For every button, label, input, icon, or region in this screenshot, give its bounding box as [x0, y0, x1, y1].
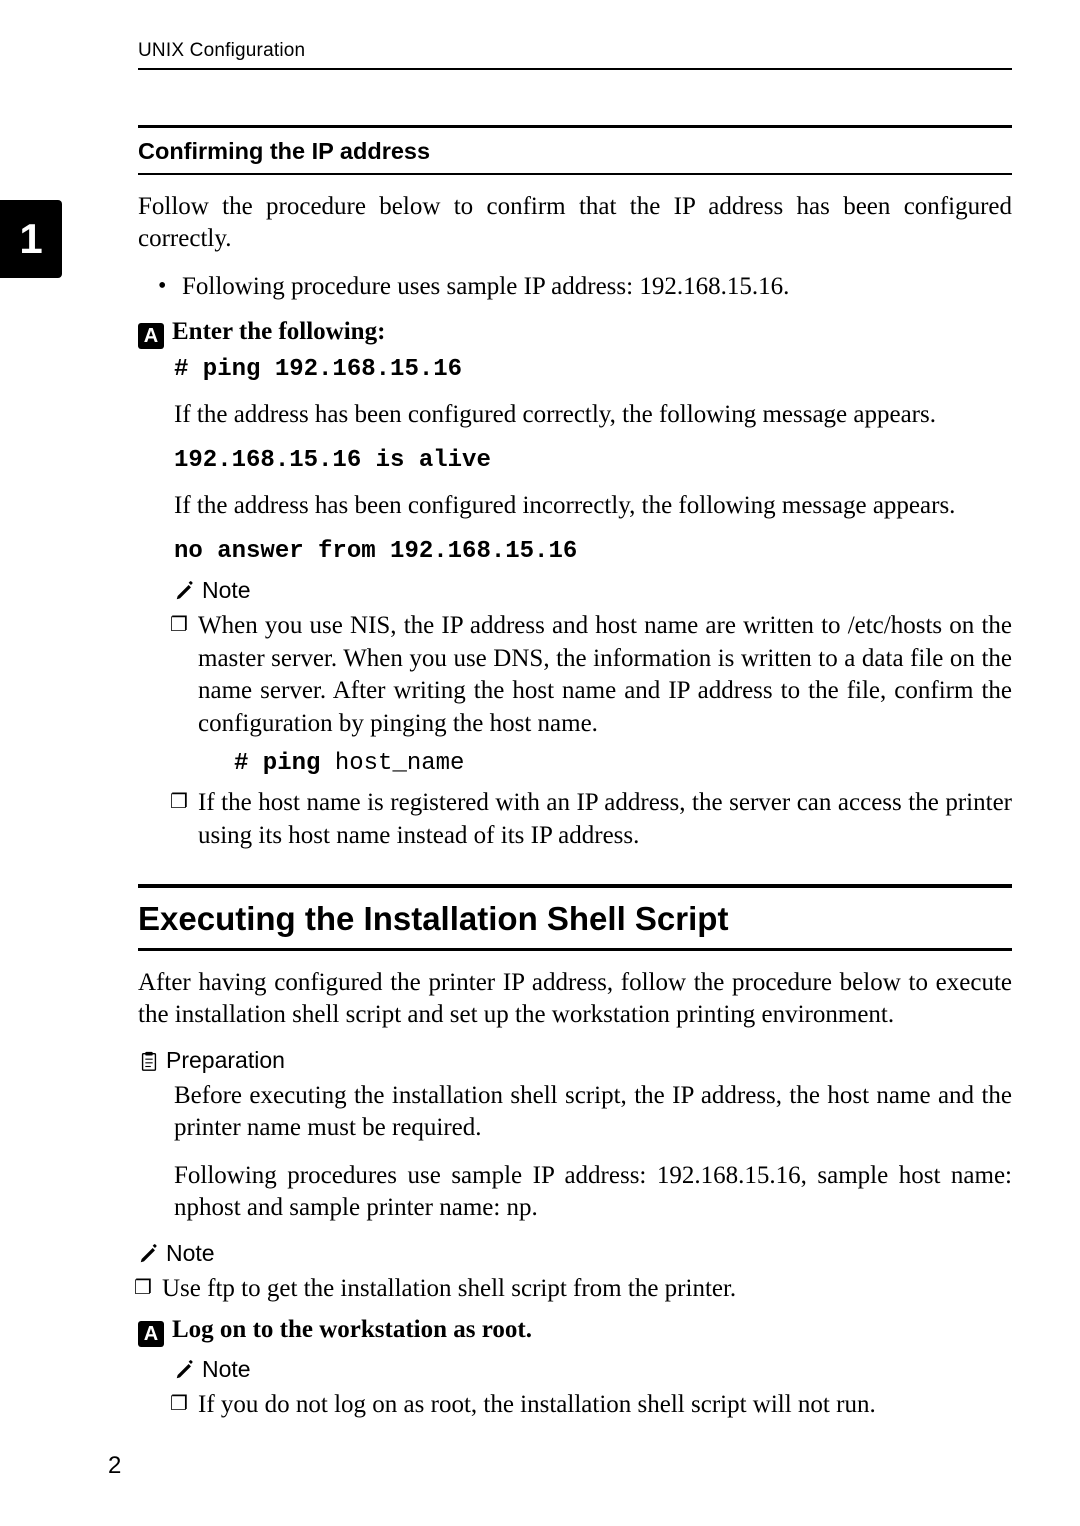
- command-ping-host: # ping host_name: [234, 750, 1012, 777]
- header-divider: [138, 68, 1012, 70]
- clipboard-icon: [138, 1050, 160, 1072]
- footer-page-number: 2: [108, 1452, 121, 1480]
- note-item: When you use NIS, the IP address and hos…: [174, 610, 1012, 740]
- note-items: When you use NIS, the IP address and hos…: [174, 610, 1012, 852]
- step-badge: A: [138, 323, 164, 349]
- note-items: If you do not log on as root, the instal…: [174, 1389, 1012, 1422]
- note-label: Note: [166, 1240, 215, 1267]
- step-badge: A: [138, 1321, 164, 1347]
- step-text: Enter the following:: [172, 318, 385, 346]
- note-label: Note: [202, 577, 251, 604]
- preparation-body: Before executing the installation shell …: [174, 1080, 1012, 1224]
- bad-text: If the address has been configured incor…: [174, 490, 1012, 522]
- pencil-icon: [138, 1243, 160, 1265]
- note-line: Note: [174, 1356, 1012, 1383]
- command-ping: # ping 192.168.15.16: [174, 356, 1012, 383]
- preparation-line: Preparation: [138, 1047, 1012, 1074]
- prep-text-2: Following procedures use sample IP addre…: [174, 1160, 1012, 1224]
- cmd-prefix: # ping: [234, 750, 320, 777]
- pencil-icon: [174, 1359, 196, 1381]
- note-item: If you do not log on as root, the instal…: [174, 1389, 1012, 1422]
- section2-intro: After having configured the printer IP a…: [138, 967, 1012, 1031]
- step-1: A Enter the following:: [138, 318, 1012, 347]
- msg-alive: 192.168.15.16 is alive: [174, 447, 1012, 474]
- prep-text-1: Before executing the installation shell …: [174, 1080, 1012, 1144]
- note-item: If the host name is registered with an I…: [174, 787, 1012, 852]
- cmd-arg: host_name: [335, 750, 465, 777]
- bullet-item: Following procedure uses sample IP addre…: [162, 271, 1012, 304]
- ok-text: If the address has been configured corre…: [174, 399, 1012, 431]
- preparation-label: Preparation: [166, 1047, 285, 1074]
- pencil-icon: [174, 580, 196, 602]
- msg-noanswer: no answer from 192.168.15.16: [174, 538, 1012, 565]
- step-text: Log on to the workstation as root.: [172, 1316, 532, 1344]
- section1-bullets: Following procedure uses sample IP addre…: [138, 271, 1012, 304]
- note-label: Note: [202, 1356, 251, 1383]
- step-1-root: A Log on to the workstation as root.: [138, 1316, 1012, 1345]
- note-items: Use ftp to get the installation shell sc…: [138, 1273, 1012, 1306]
- note-line: Note: [138, 1240, 1012, 1267]
- running-head: UNIX Configuration: [138, 40, 1012, 62]
- sectionhead-exec-script: Executing the Installation Shell Script: [138, 884, 1012, 951]
- page-tab: 1: [0, 200, 62, 278]
- note-line: Note: [174, 577, 1012, 604]
- subhead-confirming-ip: Confirming the IP address: [138, 125, 1012, 175]
- section1-intro: Follow the procedure below to confirm th…: [138, 191, 1012, 255]
- note-item: Use ftp to get the installation shell sc…: [138, 1273, 1012, 1306]
- page-content: UNIX Configuration Confirming the IP add…: [138, 40, 1012, 1428]
